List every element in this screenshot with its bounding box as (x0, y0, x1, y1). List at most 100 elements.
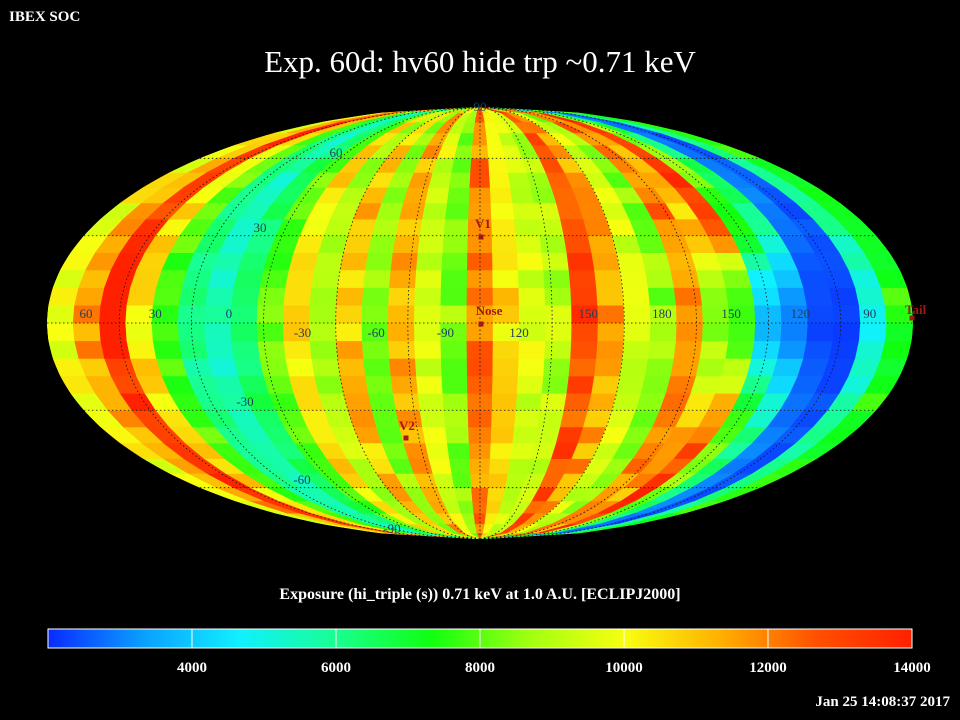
map-cell (205, 340, 235, 359)
map-cell (181, 358, 214, 377)
map-cell (440, 304, 468, 324)
map-cell (440, 269, 468, 288)
map-cell (673, 340, 703, 359)
map-cell (365, 252, 394, 271)
map-cell (311, 358, 341, 377)
longitude-label: 120 (791, 306, 811, 321)
map-cell (314, 375, 344, 394)
map-cell (597, 322, 625, 342)
longitude-label: -60 (367, 325, 384, 340)
map-cell (282, 304, 311, 324)
map-cell (885, 322, 913, 342)
map-cell (74, 287, 105, 306)
map-cell (699, 287, 729, 306)
map-cell (367, 235, 397, 253)
longitude-line (118, 106, 481, 540)
longitude-label: 60 (80, 306, 93, 321)
map-cell (489, 187, 514, 204)
map-cell (466, 358, 494, 377)
map-cell (670, 269, 701, 288)
map-cell (491, 409, 517, 428)
map-cell (803, 287, 834, 306)
map-cell (471, 144, 489, 159)
map-cell (489, 172, 511, 188)
map-cell (517, 269, 546, 288)
map-cell (367, 392, 397, 411)
map-cell (399, 202, 426, 220)
map-cell (365, 375, 394, 394)
map-cell (597, 304, 625, 324)
marker-tail (909, 315, 915, 321)
colorbar-tick-label: 14000 (893, 660, 931, 676)
map-cell (596, 287, 625, 306)
map-cell (100, 340, 131, 359)
map-cell (443, 218, 469, 236)
longitude-label: 150 (721, 306, 741, 321)
longitude-line (479, 106, 697, 540)
marker-v2 (403, 435, 409, 441)
longitude-label: 150 (579, 306, 599, 321)
map-cell (515, 235, 543, 253)
map-cell (454, 487, 473, 502)
map-cell (288, 375, 320, 394)
map-cell (675, 304, 704, 324)
longitude-line (335, 106, 481, 540)
map-cell (259, 358, 290, 377)
map-cell (510, 187, 535, 204)
map-cell (387, 304, 415, 324)
map-cell (489, 458, 511, 474)
marker-label-v1: V1 (475, 216, 491, 231)
map-cell (568, 358, 597, 377)
colorbar-tick-label: 10000 (605, 660, 643, 676)
marker-v1 (478, 234, 484, 240)
map-cell (395, 218, 423, 236)
map-cell (309, 287, 338, 306)
map-cell (449, 458, 471, 474)
marker-label-tail: Tail (905, 302, 927, 317)
map-cell (339, 252, 369, 271)
map-cell (335, 340, 364, 359)
map-cell (539, 392, 568, 411)
map-cell (177, 304, 206, 324)
map-cell (207, 358, 239, 377)
timestamp: Jan 25 14:08:37 2017 (815, 694, 950, 710)
map-cell (491, 392, 518, 411)
map-cell (803, 340, 834, 359)
map-cell (473, 121, 487, 134)
map-cell (309, 304, 337, 324)
map-cell (363, 358, 392, 377)
map-cell (445, 202, 470, 220)
marker-label-v2: V2 (399, 418, 415, 433)
map-cell (544, 287, 572, 306)
map-cell (451, 473, 472, 489)
map-cell (337, 269, 366, 288)
map-cell (518, 304, 546, 324)
map-cell (829, 340, 860, 359)
map-cell (754, 304, 783, 324)
map-cell (541, 375, 570, 394)
map-cell (47, 304, 75, 324)
map-cell (443, 409, 469, 428)
map-cell (343, 235, 373, 253)
map-cell (259, 269, 290, 288)
map-cell (446, 442, 471, 459)
map-cell (721, 358, 753, 377)
longitude-line (479, 106, 553, 540)
map-cell (545, 304, 573, 324)
map-cell (387, 322, 415, 342)
colorbar-tick-label: 4000 (177, 660, 207, 676)
map-cell (414, 340, 442, 359)
exposure-map (47, 107, 913, 539)
longitude-label: 120 (509, 325, 529, 340)
map-cell (416, 252, 444, 271)
map-cell (596, 340, 625, 359)
map-cell (777, 340, 808, 359)
map-cell (616, 375, 646, 394)
map-cell (335, 287, 364, 306)
marker-label-nose: Nose (476, 303, 503, 318)
map-cell (181, 269, 214, 288)
map-cell (155, 358, 188, 377)
map-cell (257, 287, 287, 306)
map-cell (425, 442, 450, 459)
map-cell (591, 375, 621, 394)
